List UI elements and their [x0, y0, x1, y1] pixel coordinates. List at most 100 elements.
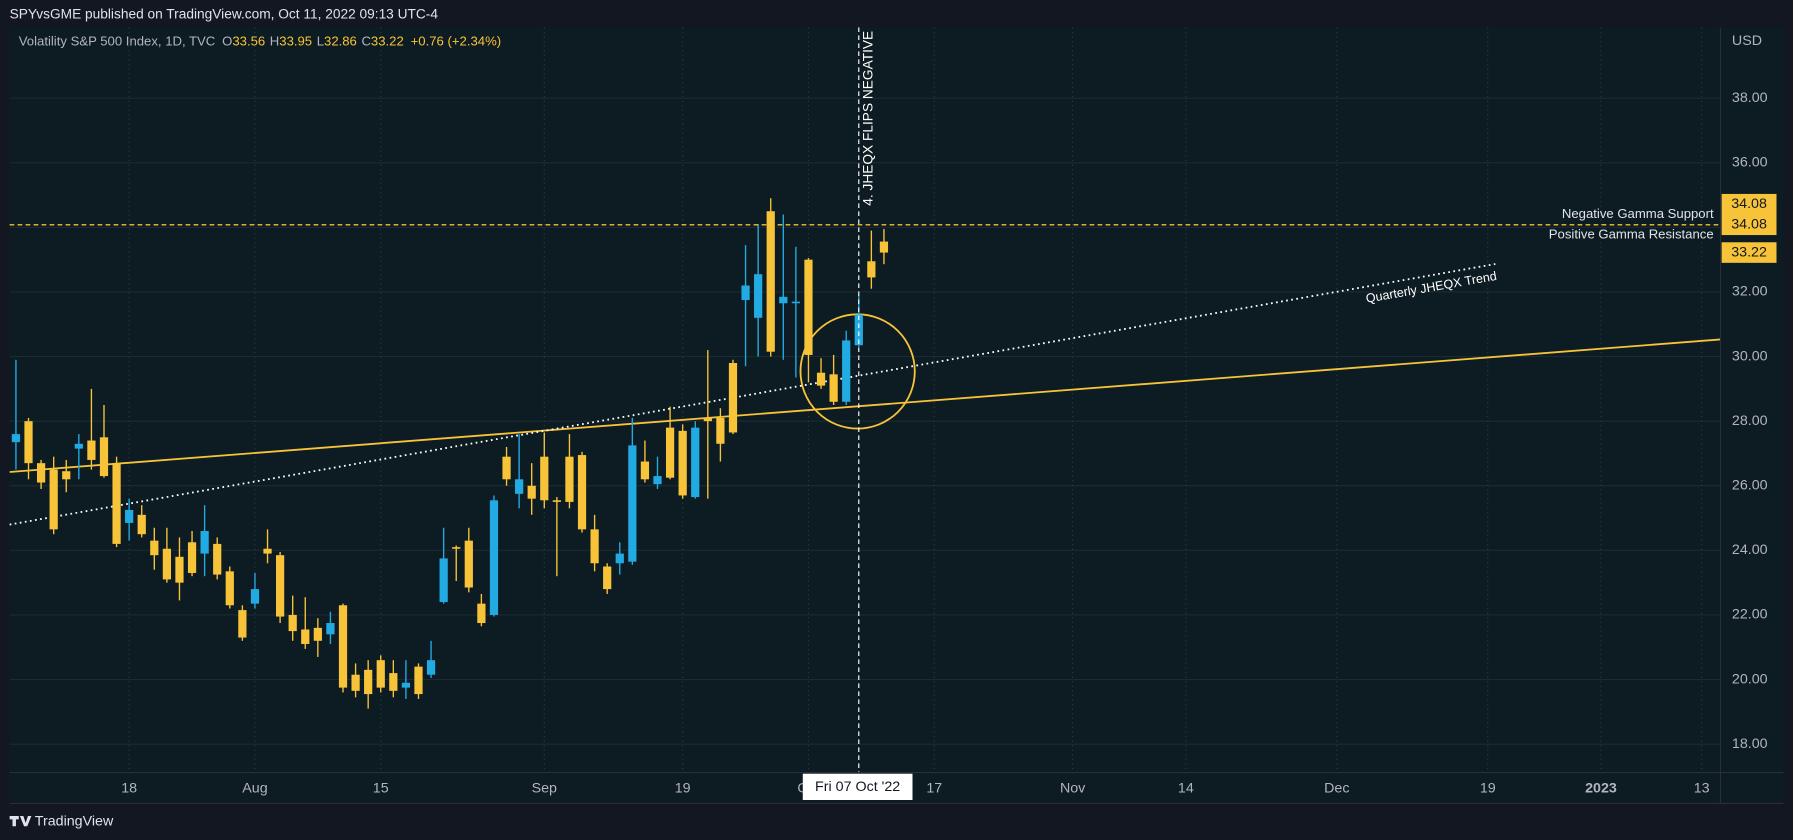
candle-body [439, 558, 448, 603]
highlight-circle [799, 313, 916, 430]
y-tick-label: 28.00 [1732, 413, 1768, 429]
x-tick-label: 15 [373, 780, 389, 796]
candle-body [464, 540, 473, 588]
level-label: Positive Gamma Resistance [1549, 227, 1714, 242]
price-box [1721, 193, 1777, 215]
candle-body [590, 529, 599, 564]
y-tick-label: 26.00 [1732, 478, 1768, 494]
candle-body [11, 434, 21, 443]
candle-body [326, 623, 335, 635]
crosshair-box [802, 773, 913, 800]
candle-body [779, 296, 788, 304]
candle-body [640, 461, 650, 480]
x-axis: 18Aug15Sep19Oct17Nov14Dec19202313 [121, 780, 1709, 796]
candle-body [565, 456, 574, 502]
chart-panel [9, 27, 1784, 804]
trend-line [9, 338, 1721, 473]
candle-body [200, 530, 209, 554]
candle-body [338, 605, 348, 688]
candle-body [74, 443, 83, 449]
candle-body [477, 603, 486, 624]
candle-body [36, 463, 46, 483]
footer-text: TradingView [35, 813, 114, 829]
price-box [1721, 214, 1777, 236]
candle-body [175, 556, 184, 583]
last-price-label: 33.22 [1731, 244, 1767, 260]
crosshair-label: Fri 07 Oct '22 [815, 779, 900, 795]
candle-body [741, 285, 750, 301]
candle-body [816, 372, 826, 386]
x-tick-label: 19 [675, 780, 691, 796]
y-tick-label: 32.00 [1732, 284, 1768, 300]
candle-body [603, 566, 612, 590]
candle-body [376, 660, 385, 688]
candle-body [653, 476, 662, 485]
price-box-label: 34.08 [1731, 196, 1767, 212]
legend-letter: O [222, 34, 232, 49]
candles [11, 198, 889, 709]
candle-body [754, 274, 763, 318]
legend: Volatility S&P 500 Index, 1D, TVC O33.56 H… [19, 34, 501, 49]
candle-body [351, 674, 360, 691]
candle-body [691, 427, 700, 498]
price-box-label: 34.08 [1731, 217, 1767, 233]
candle-body [678, 430, 687, 496]
x-tick-label: 19 [1480, 780, 1496, 796]
y-tick-label: 30.00 [1732, 348, 1768, 364]
y-tick-label: 18.00 [1732, 736, 1768, 752]
candle-body [150, 540, 159, 556]
y-tick-label: 38.00 [1732, 90, 1768, 106]
candle-body [842, 340, 851, 402]
candle-body [867, 261, 876, 278]
legend-value: 33.22 [371, 34, 404, 49]
candle-body [426, 660, 436, 675]
legend-change: +0.76 (+2.34%) [411, 34, 501, 49]
candle-body [414, 666, 423, 695]
candle-body [162, 548, 172, 580]
candle-body [125, 509, 134, 523]
x-tick-label: Sep [532, 780, 557, 796]
x-tick-label: 14 [1178, 780, 1194, 796]
candle-body [275, 555, 285, 617]
candle-body [62, 471, 71, 480]
candle-body [854, 314, 863, 346]
candle-body [791, 301, 800, 304]
candle-body [263, 548, 272, 554]
candle-body [87, 440, 96, 460]
y-tick-label: 22.00 [1732, 607, 1768, 623]
y-unit: USD [1732, 33, 1762, 49]
x-tick-label: Nov [1060, 780, 1086, 796]
candle-body [502, 456, 511, 480]
candle-body [703, 417, 712, 422]
candle-body [552, 500, 561, 502]
candle-body [389, 673, 398, 691]
candle-body [225, 571, 234, 606]
candle-body [628, 445, 637, 562]
candle-body [615, 553, 624, 564]
candle-body [213, 543, 222, 575]
candle-body [250, 589, 260, 604]
candle-body [452, 547, 461, 549]
candle-body [489, 500, 499, 615]
legend-letter: H [270, 34, 279, 49]
candle-body [99, 437, 109, 477]
candle-body [301, 629, 310, 645]
legend-letter: L [317, 34, 324, 49]
candle-body [665, 427, 675, 478]
candle-body [24, 421, 33, 464]
header: SPYvsGME published on TradingView.com, O… [10, 6, 439, 21]
legend-title: Volatility S&P 500 Index, 1D, TVC [19, 34, 215, 49]
candle-body [112, 463, 121, 544]
x-tick-label: 2023 [1585, 780, 1617, 796]
legend-letter: C [361, 34, 370, 49]
candle-body [829, 374, 838, 402]
candle-body [288, 614, 297, 632]
annotation-vertical: 4. JHEQX FLIPS NEGATIVE [861, 31, 876, 206]
footer-logo [9, 816, 32, 827]
candle-body [364, 669, 373, 695]
candle-body [804, 259, 813, 355]
candle-body [716, 417, 725, 444]
x-tick-label: Aug [242, 780, 267, 796]
